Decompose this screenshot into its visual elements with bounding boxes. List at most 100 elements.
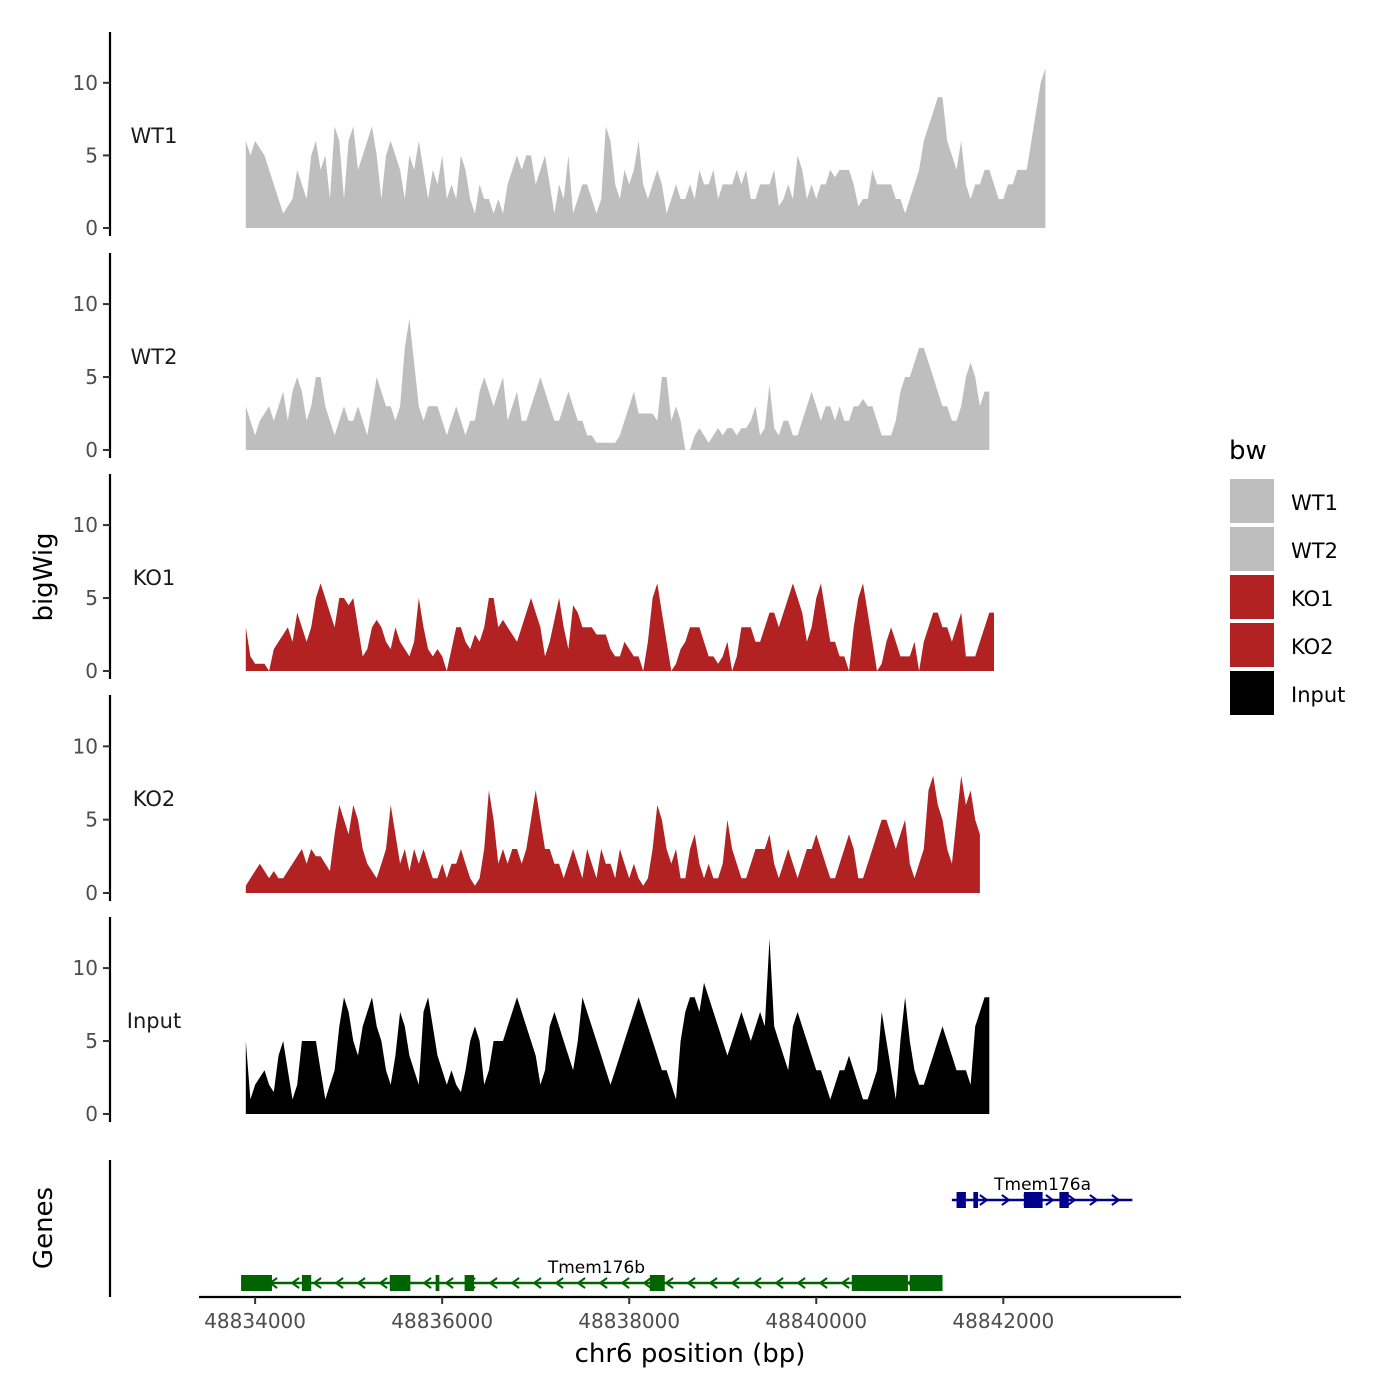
area-input: [245, 938, 990, 1114]
y-tick-label: 10: [73, 734, 98, 758]
strand-arrow: [840, 1277, 850, 1289]
strand-arrow: [532, 1277, 542, 1289]
strand-arrow: [642, 1277, 652, 1289]
strand-arrow: [1111, 1194, 1121, 1206]
exon: [909, 1275, 943, 1291]
exon: [435, 1275, 440, 1291]
strand-arrow: [312, 1277, 322, 1289]
legend-label: WT1: [1291, 491, 1338, 515]
strand-arrow: [576, 1277, 586, 1289]
strand-arrow: [708, 1277, 718, 1289]
strand-arrow: [378, 1277, 388, 1289]
strand-arrow: [686, 1277, 696, 1289]
strand-arrow: [620, 1277, 630, 1289]
exon: [1023, 1192, 1043, 1208]
legend-entry-wt1: WT1: [1230, 479, 1338, 523]
track-wt1: 0 5 10 WT1: [73, 32, 1046, 240]
legend-swatch: [1230, 671, 1274, 715]
gene-tmem176a: Tmem176a: [951, 1175, 1133, 1208]
x-tick-label: 48842000: [952, 1309, 1054, 1333]
strand-arrow: [444, 1277, 454, 1289]
legend-swatch: [1230, 575, 1274, 619]
y-tick-label: 10: [73, 71, 98, 95]
x-tick-label: 48834000: [204, 1309, 306, 1333]
track-label-ko1: KO1: [133, 566, 176, 590]
strand-arrow: [488, 1277, 498, 1289]
legend-entry-ko1: KO1: [1230, 575, 1334, 619]
legend-label: KO2: [1291, 635, 1334, 659]
genes-panel: Tmem176b Tmem176a: [108, 1160, 1133, 1297]
track-label-input: Input: [127, 1009, 181, 1033]
exon: [851, 1275, 908, 1291]
y-tick-label: 5: [85, 808, 98, 832]
y-tick-label: 5: [85, 143, 98, 167]
legend-entry-ko2: KO2: [1230, 623, 1334, 667]
exon: [241, 1275, 272, 1291]
legend-swatch: [1230, 527, 1274, 571]
exon: [973, 1192, 979, 1208]
legend: bw WT1 WT2 KO1 KO2 Input: [1229, 436, 1345, 715]
legend-label: KO1: [1291, 587, 1334, 611]
legend-swatch: [1230, 479, 1274, 523]
exon: [301, 1275, 312, 1291]
legend-entry-input: Input: [1230, 671, 1345, 715]
strand-arrow: [290, 1277, 300, 1289]
y-tick-label: 10: [73, 956, 98, 980]
x-tick-label: 48840000: [765, 1309, 867, 1333]
legend-entry-wt2: WT2: [1230, 527, 1338, 571]
strand-arrow: [979, 1194, 989, 1206]
gene-label-tmem176b: Tmem176b: [547, 1258, 645, 1278]
exon: [956, 1192, 966, 1208]
x-tick-label: 48836000: [391, 1309, 493, 1333]
track-label-wt1: WT1: [131, 124, 178, 148]
track-ko1: 0 5 10 KO1: [73, 474, 995, 683]
exon: [1059, 1192, 1069, 1208]
strand-arrow: [1045, 1194, 1055, 1206]
y-tick-label: 10: [73, 292, 98, 316]
track-input: 0 5 10 Input: [73, 917, 990, 1126]
y-tick-label: 0: [85, 659, 98, 683]
strand-arrow: [1067, 1194, 1077, 1206]
y-tick-label: 0: [85, 1102, 98, 1126]
strand-arrow: [356, 1277, 366, 1289]
genes-axis-title: Genes: [29, 1187, 59, 1269]
strand-arrow: [1089, 1194, 1099, 1206]
y-axis-title: bigWig: [29, 532, 59, 621]
y-tick-label: 0: [85, 438, 98, 462]
legend-title: bw: [1229, 436, 1267, 466]
track-label-wt2: WT2: [131, 345, 178, 369]
strand-arrow: [796, 1277, 806, 1289]
strand-arrow: [510, 1277, 520, 1289]
strand-arrow: [422, 1277, 432, 1289]
strand-arrow: [598, 1277, 608, 1289]
strand-arrow: [752, 1277, 762, 1289]
track-ko2: 0 5 10 KO2: [73, 695, 980, 905]
track-wt2: 0 5 10 WT2: [73, 253, 990, 462]
strand-arrow: [334, 1277, 344, 1289]
track-label-ko2: KO2: [133, 787, 176, 811]
bigwig-tracks: 0 5 10 WT1 0 5 10 WT2 0 5 10 KO1 0 5 10 KO2 0 5 10 Input: [73, 32, 1046, 1126]
x-axis: 48834000 48836000 48838000 48840000 48842000: [199, 1295, 1181, 1333]
y-tick-label: 0: [85, 881, 98, 905]
gene-tmem176b: Tmem176b: [241, 1258, 943, 1291]
legend-label: Input: [1291, 683, 1345, 707]
y-tick-label: 5: [85, 365, 98, 389]
area-wt1: [245, 68, 1046, 228]
x-axis-title: chr6 position (bp): [575, 1339, 806, 1369]
exon: [389, 1275, 411, 1291]
x-tick-label: 48838000: [578, 1309, 680, 1333]
area-wt2: [245, 318, 990, 450]
strand-arrow: [1001, 1194, 1011, 1206]
y-tick-label: 5: [85, 586, 98, 610]
legend-label: WT2: [1291, 539, 1338, 563]
y-tick-label: 10: [73, 513, 98, 537]
y-tick-label: 0: [85, 216, 98, 240]
legend-swatch: [1230, 623, 1274, 667]
strand-arrow: [730, 1277, 740, 1289]
gene-label-tmem176a: Tmem176a: [993, 1175, 1091, 1195]
exon: [464, 1275, 474, 1291]
strand-arrow: [774, 1277, 784, 1289]
strand-arrow: [818, 1277, 828, 1289]
strand-arrow: [664, 1277, 674, 1289]
